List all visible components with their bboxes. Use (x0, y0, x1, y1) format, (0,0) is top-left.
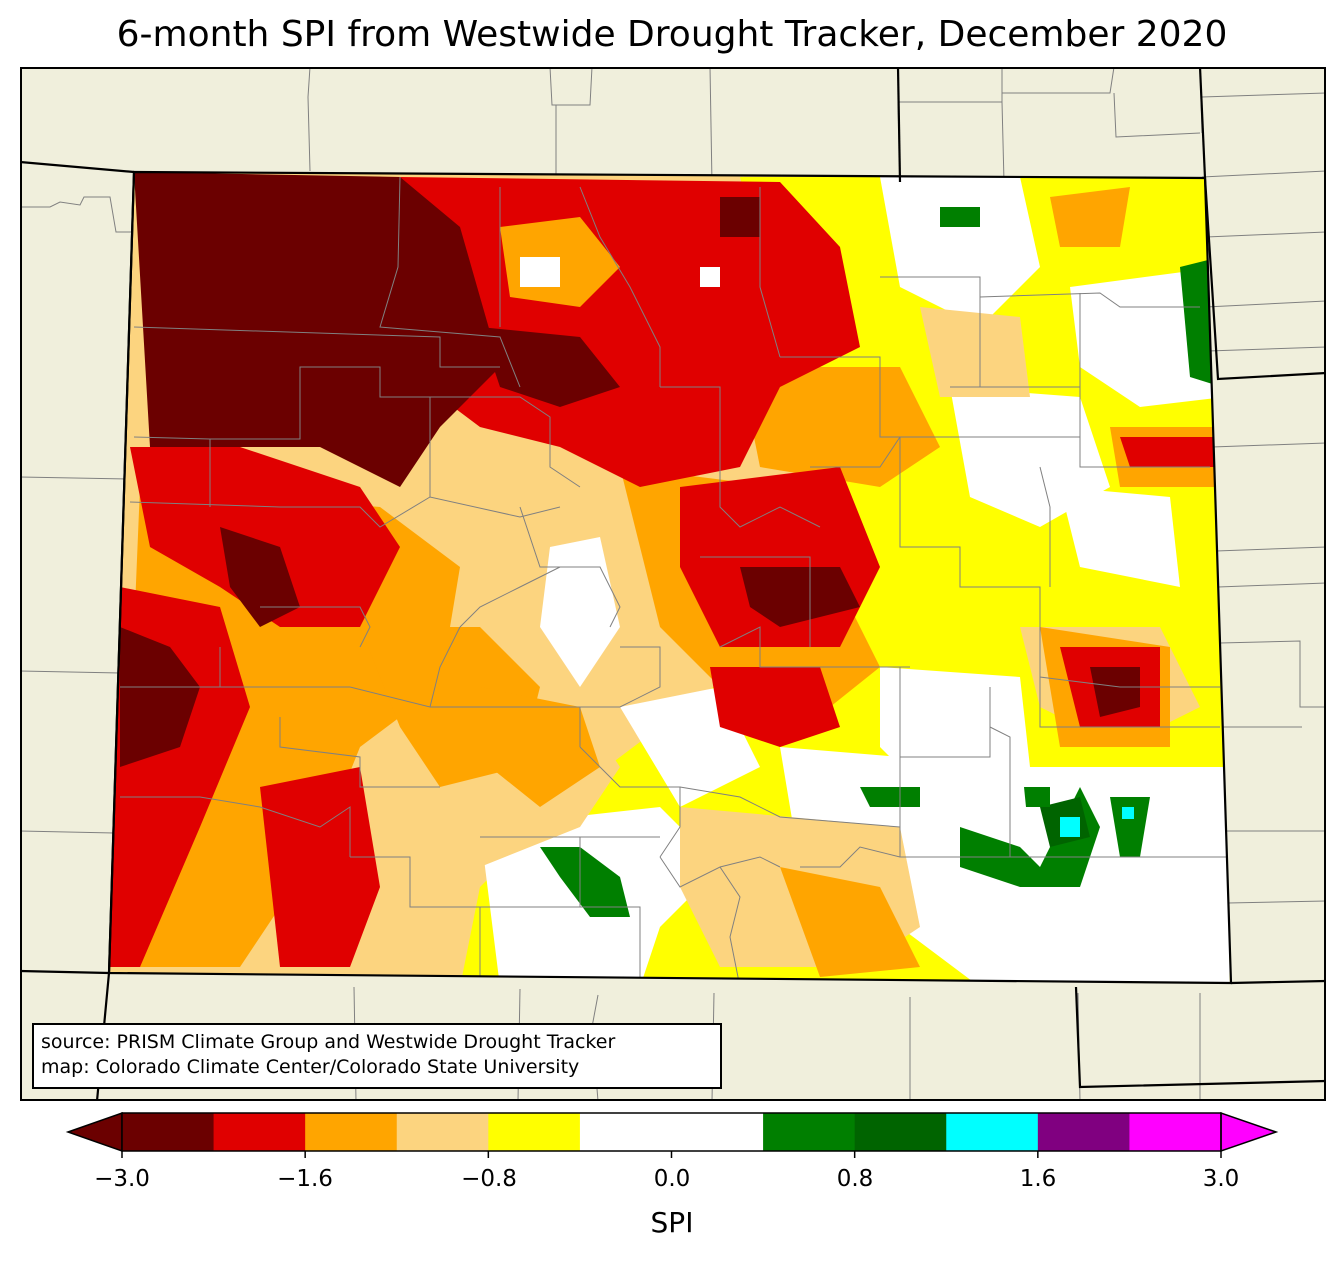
colorbar-low-extension (65, 1111, 123, 1153)
map-credit-line: map: Colorado Climate Center/Colorado St… (41, 1056, 580, 1078)
colorbar-ticks (121, 1151, 1222, 1158)
colorbar-segment (1129, 1113, 1222, 1151)
colorbar-segment (1037, 1113, 1130, 1151)
spi-colorbar (65, 1111, 1279, 1158)
state-borders (20, 67, 1326, 1101)
colorbar-segment (946, 1113, 1039, 1151)
colorbar-tick-label: −0.8 (461, 1166, 517, 1192)
colorbar-segment (763, 1113, 856, 1151)
colorbar-segment (671, 1113, 764, 1151)
colorbar-segment (579, 1113, 672, 1151)
colorbar-tick-label: 0.8 (836, 1166, 874, 1192)
colorbar-tick-label: −1.6 (277, 1166, 333, 1192)
colorbar-tick-label: 0.0 (653, 1166, 691, 1192)
colorbar-segment (854, 1113, 947, 1151)
colorbar-high-extension (1220, 1111, 1279, 1153)
colorbar-segment (488, 1113, 581, 1151)
source-box: source: PRISM Climate Group and Westwide… (32, 1023, 722, 1089)
colorbar-segment (396, 1113, 489, 1151)
colorbar-segment (213, 1113, 306, 1151)
map-title: 6-month SPI from Westwide Drought Tracke… (116, 14, 1228, 55)
colorbar-segments (122, 1113, 1222, 1151)
colorbar-segment (122, 1113, 215, 1151)
map-frame (20, 67, 1326, 1101)
colorbar-segment (305, 1113, 398, 1151)
source-line: source: PRISM Climate Group and Westwide… (41, 1031, 616, 1053)
spi-map (20, 67, 1326, 1101)
colorbar-tick-label: −3.0 (94, 1166, 150, 1192)
colorado-spi-field (109, 172, 1231, 983)
colorbar-label: SPI (650, 1206, 694, 1239)
colorbar-tick-label: 3.0 (1202, 1166, 1240, 1192)
colorbar-tick-label: 1.6 (1019, 1166, 1057, 1192)
